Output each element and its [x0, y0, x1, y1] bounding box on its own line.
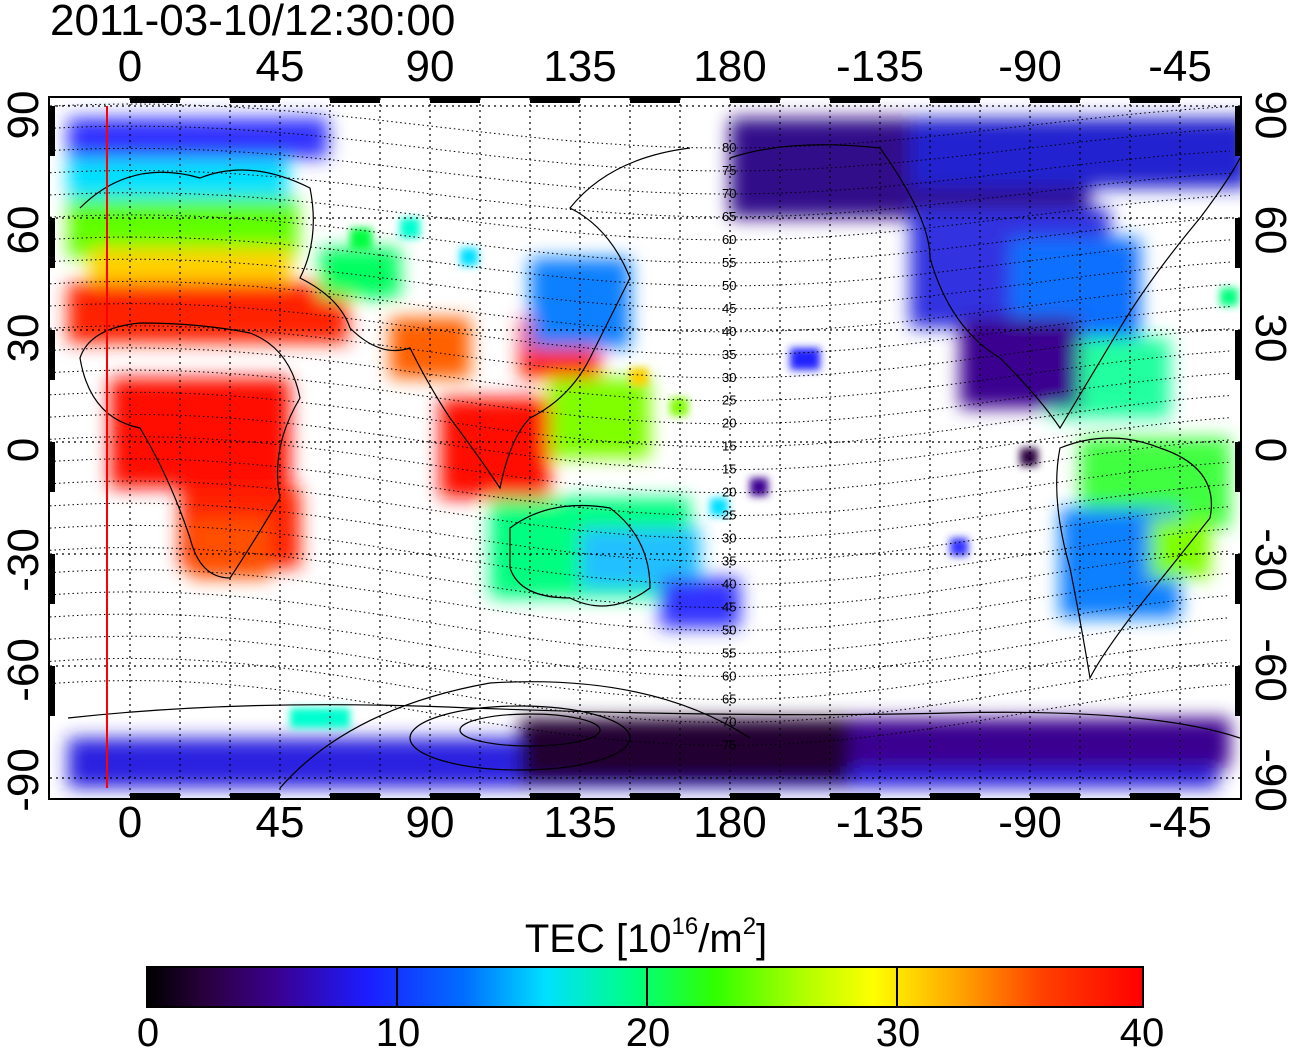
lat-right-label: -60 — [1246, 638, 1292, 702]
lat-left-label: -60 — [0, 638, 48, 702]
mlat-label: 45 — [722, 301, 736, 316]
tec-map-svg: 80 75 70 65 60 55 50 45 40 35 30 25 20 15 15 20 25 30 35 40… — [50, 98, 1240, 798]
map-timestamp: 2011-03-10/12:30:00 — [50, 0, 456, 45]
lon-bottom-label: 0 — [117, 798, 143, 847]
mlat-label: 15 — [722, 462, 736, 477]
colorbar-title-mid: /m — [698, 917, 743, 961]
colorbar-label: 10 — [375, 1011, 421, 1055]
lon-top-label: 0 — [117, 42, 143, 91]
mlat-label: 50 — [722, 623, 736, 638]
lon-top-label: 90 — [405, 42, 455, 91]
mlat-label: 70 — [722, 714, 736, 729]
mlat-contour — [50, 591, 1231, 655]
mlat-label: 20 — [722, 485, 736, 500]
lon-bottom-label: -90 — [998, 798, 1062, 847]
lat-left-label: -90 — [0, 748, 48, 812]
mlat-label: 55 — [722, 255, 736, 270]
mlat-label: 20 — [722, 416, 736, 431]
mlat-label: 40 — [722, 577, 736, 592]
magnetic-latitude-labels: 80 75 70 65 60 55 50 45 40 35 30 25 20 15 15 20 25 30 35 40… — [722, 140, 736, 752]
lat-right-label: -90 — [1246, 748, 1292, 812]
mlat-contour — [50, 192, 1231, 241]
mlat-label: 15 — [722, 439, 736, 454]
mlat-label: 30 — [722, 531, 736, 546]
mlat-contour — [50, 680, 1231, 746]
colorbar-title-exponent: 16 — [671, 913, 699, 940]
lat-left-label: -30 — [0, 528, 48, 592]
mlat-contour — [50, 613, 1231, 678]
magnetic-latitude-contours — [50, 103, 1231, 746]
mlat-label: 70 — [722, 186, 736, 201]
mlat-label: 60 — [722, 232, 736, 247]
mlat-label: 65 — [722, 691, 736, 706]
coastlines — [67, 144, 1240, 739]
mlat-label: 80 — [722, 140, 736, 155]
lon-bottom-label: 45 — [255, 798, 305, 847]
mlat-label: 40 — [722, 324, 736, 339]
lon-bottom-label: 180 — [693, 798, 767, 847]
mlat-label: 75 — [722, 737, 736, 752]
colorbar-tick — [646, 968, 648, 1008]
colorbar-tick — [396, 968, 398, 1008]
tec-colorbar — [146, 966, 1144, 1008]
mlat-contour — [50, 147, 1231, 195]
tec-map-panel: 80 75 70 65 60 55 50 45 40 35 30 25 20 15 15 20 25 30 35 40… — [48, 96, 1242, 800]
lon-bottom-label: -135 — [835, 798, 925, 847]
lon-top-label: -90 — [998, 42, 1062, 91]
lat-right-label: 30 — [1246, 313, 1292, 363]
mlat-contour — [50, 635, 1231, 700]
mlat-contour — [50, 657, 1231, 723]
colorbar-label: 40 — [1119, 1011, 1165, 1055]
lon-top-label: 180 — [693, 42, 767, 91]
mlat-label: 35 — [722, 554, 736, 569]
mlat-label: 25 — [722, 393, 736, 408]
mlat-label: 50 — [722, 278, 736, 293]
lat-left-label: 0 — [0, 437, 48, 463]
mlat-contour — [50, 169, 1231, 218]
colorbar-title-exponent2: 2 — [742, 913, 757, 940]
lat-left-label: 30 — [0, 313, 48, 363]
colorbar-label: 30 — [875, 1011, 921, 1055]
mlat-label: 75 — [722, 163, 736, 178]
mlat-label: 30 — [722, 370, 736, 385]
lat-right-label: -30 — [1246, 528, 1292, 592]
colorbar-label: 0 — [136, 1011, 160, 1055]
mlat-label: 25 — [722, 508, 736, 523]
colorbar-title-suffix: ] — [756, 917, 768, 961]
lat-right-label: 0 — [1246, 437, 1292, 463]
colorbar-label: 20 — [625, 1011, 671, 1055]
mlat-label: 55 — [722, 646, 736, 661]
lon-bottom-label: 90 — [405, 798, 455, 847]
mlat-label: 65 — [722, 209, 736, 224]
mlat-label: 60 — [722, 669, 736, 684]
colorbar-title-prefix: TEC [10 — [524, 917, 672, 961]
mlat-contour — [50, 103, 1231, 149]
lat-left-label: 60 — [0, 205, 48, 255]
lon-bottom-label: -45 — [1148, 798, 1212, 847]
colorbar-tick — [896, 968, 898, 1008]
lat-right-label: 60 — [1246, 205, 1292, 255]
lon-bottom-label: 135 — [543, 798, 617, 847]
graticule — [50, 98, 1240, 798]
mlat-label: 35 — [722, 347, 736, 362]
map-edge-ticks — [50, 98, 1240, 798]
mlat-contour — [50, 125, 1231, 172]
lon-top-label: 135 — [543, 42, 617, 91]
lon-top-label: 45 — [255, 42, 305, 91]
lat-left-label: 90 — [0, 90, 48, 140]
lon-top-label: -45 — [1148, 42, 1212, 91]
south-pole-contours — [279, 681, 751, 789]
colorbar-title: TEC [1016/m2] — [0, 904, 1292, 962]
lat-right-label: 90 — [1246, 90, 1292, 140]
lon-top-label: -135 — [835, 42, 925, 91]
mlat-label: 45 — [722, 600, 736, 615]
